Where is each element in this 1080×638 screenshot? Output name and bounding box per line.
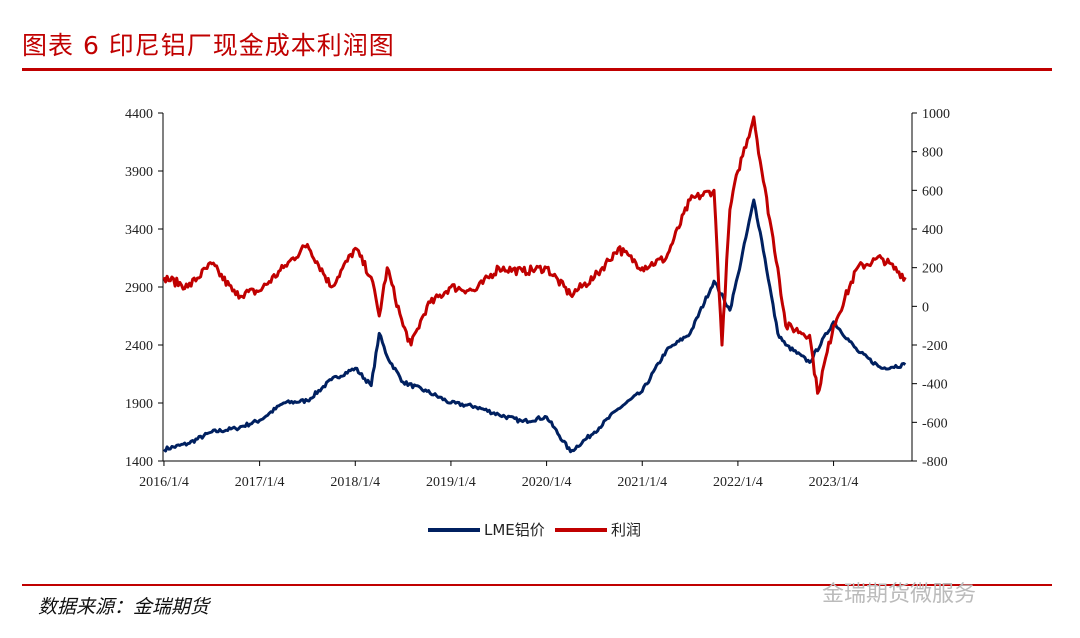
x-tick-label: 2020/1/4 bbox=[522, 475, 572, 490]
right-tick-label: -200 bbox=[922, 339, 948, 354]
left-tick-label: 1400 bbox=[125, 455, 153, 470]
left-tick-label: 3400 bbox=[125, 223, 153, 238]
figure-title: 图表 6 印尼铝厂现金成本利润图 bbox=[22, 31, 395, 60]
right-tick-label: -400 bbox=[922, 378, 948, 393]
right-tick-label: 400 bbox=[922, 223, 943, 238]
right-tick-label: 0 bbox=[922, 300, 929, 315]
legend-label: LME铝价 bbox=[484, 521, 545, 539]
x-tick-label: 2016/1/4 bbox=[139, 475, 189, 490]
source-rule bbox=[22, 584, 1052, 586]
left-tick-label: 2400 bbox=[125, 339, 153, 354]
watermark: 金瑞期货微服务 bbox=[822, 582, 977, 607]
right-tick-label: -600 bbox=[922, 416, 948, 431]
right-tick-label: 600 bbox=[922, 184, 943, 199]
x-tick-label: 2023/1/4 bbox=[809, 475, 859, 490]
right-tick-label: 800 bbox=[922, 146, 943, 161]
title-rule bbox=[22, 68, 1052, 71]
left-tick-label: 1900 bbox=[125, 397, 153, 412]
right-tick-label: 200 bbox=[922, 262, 943, 277]
x-tick-label: 2017/1/4 bbox=[235, 475, 285, 490]
series-line-profit bbox=[162, 115, 907, 395]
left-tick-label: 4400 bbox=[125, 107, 153, 122]
x-tick-label: 2019/1/4 bbox=[426, 475, 476, 490]
left-tick-label: 3900 bbox=[125, 165, 153, 180]
x-tick-label: 2021/1/4 bbox=[617, 475, 667, 490]
source-note: 数据来源：金瑞期货 bbox=[38, 596, 210, 618]
left-tick-label: 2900 bbox=[125, 281, 153, 296]
x-tick-label: 2022/1/4 bbox=[713, 475, 763, 490]
legend-label: 利润 bbox=[611, 521, 641, 539]
x-tick-label: 2018/1/4 bbox=[330, 475, 380, 490]
right-tick-label: 1000 bbox=[922, 107, 950, 122]
series-line-lme-price bbox=[162, 198, 907, 454]
right-tick-label: -800 bbox=[922, 455, 948, 470]
